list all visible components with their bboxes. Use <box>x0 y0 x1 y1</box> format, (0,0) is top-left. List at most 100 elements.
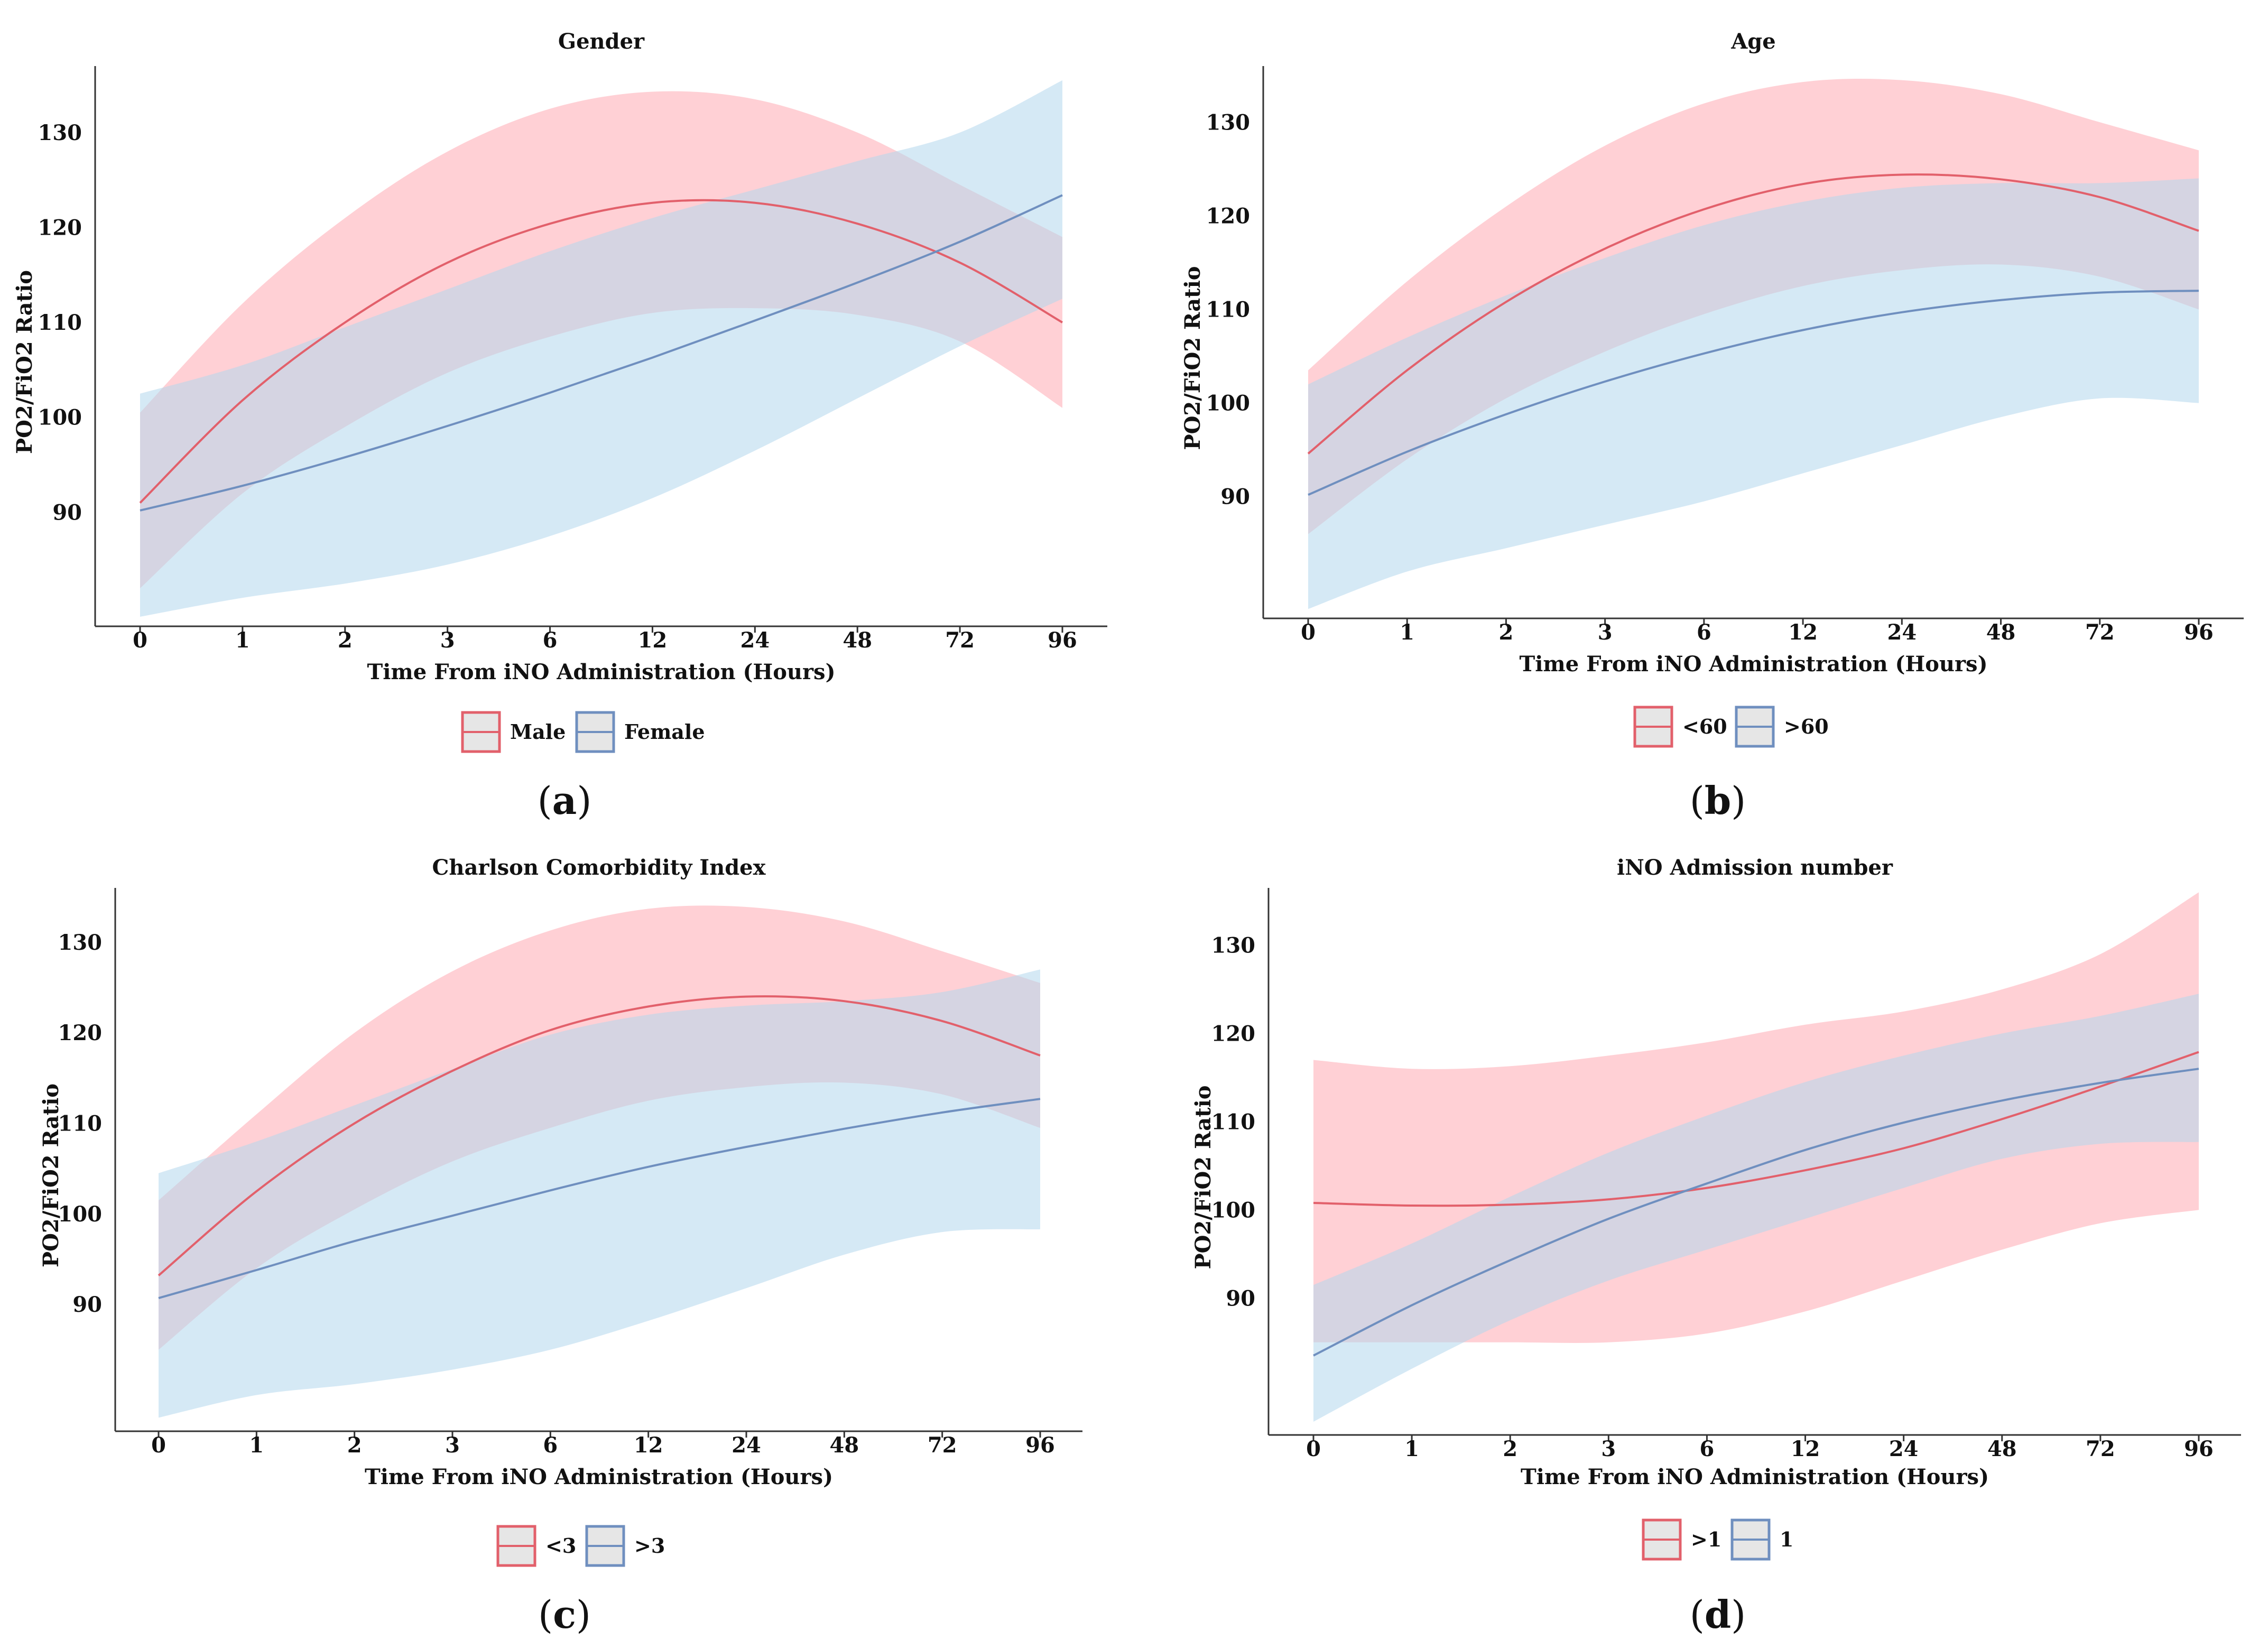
y-axis-label: PO2/FiO2 Ratio <box>12 270 37 454</box>
y-tick-label: 120 <box>1211 1021 1256 1046</box>
x-tick-label: 12 <box>634 1433 663 1458</box>
x-tick-label: 2 <box>1499 620 1514 645</box>
confidence-band-3 <box>159 969 1040 1418</box>
legend-item-3: <3 <box>496 1525 576 1567</box>
legend-item-Female: Female <box>575 711 705 753</box>
x-tick-label: 96 <box>2184 1437 2214 1461</box>
y-tick-label: 110 <box>1211 1109 1256 1134</box>
y-tick-label: 120 <box>58 1021 103 1045</box>
series-line-3 <box>158 995 1041 1276</box>
x-tick-label: 48 <box>1986 620 2016 645</box>
x-axis-label: Time From iNO Administration (Hours) <box>1519 652 1987 677</box>
y-tick-label: 120 <box>38 215 82 240</box>
x-tick-label: 0 <box>1306 1437 1321 1461</box>
x-tick-label: 1 <box>1400 620 1414 645</box>
legend-item-Male: Male <box>461 711 566 753</box>
chart-title: Gender <box>558 29 645 54</box>
legend: Male Female <box>461 711 705 753</box>
y-tick-label: 130 <box>38 121 82 145</box>
x-tick-label: 2 <box>338 628 353 653</box>
y-tick-label: 110 <box>58 1111 103 1136</box>
x-tick-label: 0 <box>133 628 147 653</box>
y-tick-label: 90 <box>72 1292 102 1317</box>
x-tick-label: 72 <box>945 628 975 653</box>
x-tick-label: 2 <box>347 1433 362 1458</box>
series-line-Male <box>139 199 1063 504</box>
legend: >1 1 <box>1642 1518 1793 1561</box>
y-tick-label: 90 <box>1220 485 1250 509</box>
x-tick-label: 24 <box>732 1433 761 1458</box>
legend-label: >1 <box>1691 1527 1721 1551</box>
y-tick-label: 110 <box>38 310 82 335</box>
x-tick-label: 96 <box>1048 628 1077 653</box>
x-tick-label: 3 <box>445 1433 460 1458</box>
chart-title: Age <box>1730 29 1775 54</box>
y-tick-label: 130 <box>1211 933 1256 958</box>
x-tick-label: 1 <box>249 1433 264 1458</box>
panel-c: Charlson Comorbidity Index90100110120130… <box>39 855 1082 1567</box>
y-tick-label: 110 <box>1206 298 1251 322</box>
x-tick-label: 3 <box>1598 620 1613 645</box>
panel-label-b: (b) <box>1690 778 1746 823</box>
legend-item-60: >60 <box>1735 706 1829 748</box>
confidence-band-Female <box>140 80 1062 617</box>
y-axis-label: PO2/FiO2 Ratio <box>39 1083 63 1267</box>
panel-label-c: (c) <box>538 1592 591 1637</box>
chart-title: iNO Admission number <box>1617 855 1893 880</box>
x-tick-label: 24 <box>1887 620 1917 645</box>
legend-label: >3 <box>634 1534 665 1558</box>
series-line-1 <box>1313 1051 2199 1207</box>
series-line-60 <box>1307 173 2199 455</box>
legend-label: >60 <box>1784 715 1829 738</box>
x-tick-label: 0 <box>1301 620 1316 645</box>
series-line-60 <box>1308 290 2199 496</box>
y-tick-label: 100 <box>1211 1198 1256 1222</box>
x-tick-label: 0 <box>151 1433 166 1458</box>
series-line-3 <box>158 1098 1041 1300</box>
y-axis-label: PO2/FiO2 Ratio <box>1180 266 1205 450</box>
x-tick-label: 12 <box>638 628 668 653</box>
x-axis-label: Time From iNO Administration (Hours) <box>1521 1465 1989 1489</box>
legend-label: 1 <box>1780 1527 1793 1551</box>
confidence-band-1 <box>1313 994 2199 1422</box>
y-tick-label: 100 <box>58 1202 103 1227</box>
x-axis-label: Time From iNO Administration (Hours) <box>365 1465 833 1489</box>
y-tick-label: 130 <box>1206 110 1251 135</box>
x-tick-label: 3 <box>1601 1437 1616 1461</box>
x-tick-label: 6 <box>543 1433 558 1458</box>
x-tick-label: 48 <box>829 1433 859 1458</box>
legend-label: Male <box>510 720 566 744</box>
x-tick-label: 1 <box>1404 1437 1419 1461</box>
legend-item-3: >3 <box>585 1525 665 1567</box>
series-line-Female <box>140 194 1063 512</box>
y-tick-label: 130 <box>58 930 103 955</box>
x-tick-label: 24 <box>740 628 770 653</box>
legend-item-1: 1 <box>1730 1518 1793 1561</box>
x-tick-label: 48 <box>1987 1437 2017 1461</box>
y-axis-label: PO2/FiO2 Ratio <box>1191 1086 1216 1270</box>
x-tick-label: 72 <box>2086 1437 2115 1461</box>
legend-item-60: <60 <box>1633 706 1727 748</box>
legend: <60 >60 <box>1633 706 1829 748</box>
legend-label: <60 <box>1682 715 1727 738</box>
x-tick-label: 2 <box>1503 1437 1517 1461</box>
series-line-1 <box>1313 1068 2199 1357</box>
x-tick-label: 72 <box>2085 620 2115 645</box>
x-tick-label: 6 <box>543 628 558 653</box>
legend: <3 >3 <box>496 1525 665 1567</box>
chart-title: Charlson Comorbidity Index <box>432 855 766 880</box>
x-tick-label: 96 <box>1025 1433 1055 1458</box>
y-tick-label: 100 <box>1206 391 1251 416</box>
x-tick-label: 6 <box>1700 1437 1715 1461</box>
x-tick-label: 12 <box>1791 1437 1820 1461</box>
y-tick-label: 90 <box>1226 1286 1255 1311</box>
legend-label: <3 <box>545 1534 576 1558</box>
legend-label: Female <box>624 720 705 744</box>
x-tick-label: 12 <box>1788 620 1818 645</box>
y-tick-label: 90 <box>52 500 82 525</box>
x-axis-label: Time From iNO Administration (Hours) <box>367 660 835 684</box>
